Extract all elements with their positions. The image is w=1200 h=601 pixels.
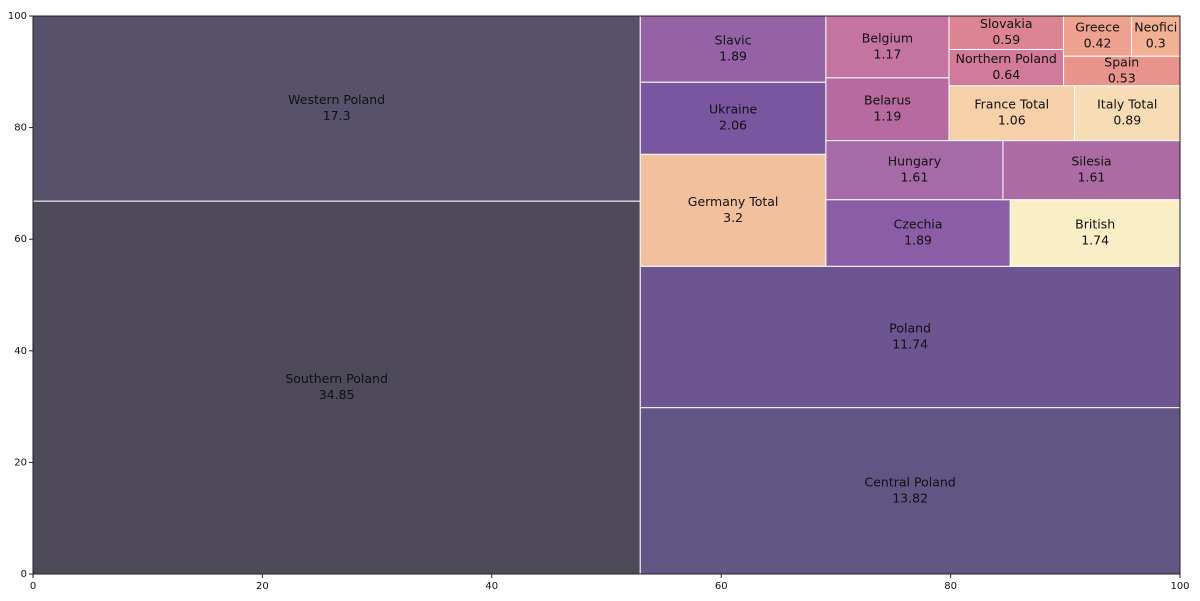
tile xyxy=(825,77,950,142)
tile xyxy=(639,265,1181,409)
x-tick-label: 40 xyxy=(485,581,498,592)
tile-label: Belgium xyxy=(862,30,913,45)
tile-value: 1.89 xyxy=(719,49,747,64)
tile xyxy=(1063,15,1132,57)
tile xyxy=(948,15,1065,50)
tile-value: 1.74 xyxy=(1081,232,1109,247)
tile-value: 2.06 xyxy=(719,118,747,133)
tile xyxy=(1063,55,1181,87)
tile xyxy=(825,140,1004,201)
tile xyxy=(1002,140,1181,201)
tile-label: Slovakia xyxy=(980,16,1032,31)
tile xyxy=(825,15,950,79)
tile-value: 0.89 xyxy=(1113,113,1141,128)
tile-label: Spain xyxy=(1104,54,1139,69)
tile-value: 1.89 xyxy=(904,232,932,247)
x-tick-label: 20 xyxy=(256,581,269,592)
tile-value: 17.3 xyxy=(323,108,351,123)
y-tick-label: 100 xyxy=(8,11,27,22)
tile-value: 0.59 xyxy=(992,32,1020,47)
tile xyxy=(639,407,1181,575)
tile-label: Czechia xyxy=(894,216,943,231)
tile-value: 1.17 xyxy=(874,46,902,61)
tile-value: 1.61 xyxy=(900,170,928,185)
tile-value: 11.74 xyxy=(892,336,928,351)
y-tick-label: 40 xyxy=(14,346,27,357)
x-tick-label: 0 xyxy=(30,581,36,592)
tile-value: 0.42 xyxy=(1084,36,1112,51)
y-tick-label: 80 xyxy=(14,123,27,134)
tile-label: Southern Poland xyxy=(285,371,388,386)
tile-label: Greece xyxy=(1075,20,1120,35)
tile-value: 0.64 xyxy=(992,67,1020,82)
tile xyxy=(948,48,1065,87)
tile-label: Germany Total xyxy=(688,194,779,209)
tile-label: France Total xyxy=(974,97,1049,112)
tile-label: Northern Poland xyxy=(956,51,1057,66)
x-tick-label: 100 xyxy=(1170,581,1189,592)
tile xyxy=(32,200,641,575)
tile-label: Western Poland xyxy=(288,92,385,107)
tile-value: 3.2 xyxy=(723,210,743,225)
tile-value: 13.82 xyxy=(892,490,928,505)
tile xyxy=(1009,199,1181,267)
tile xyxy=(825,199,1011,267)
tile xyxy=(948,85,1076,142)
tile-label: Silesia xyxy=(1071,154,1111,169)
y-tick-label: 20 xyxy=(14,457,27,468)
tile-label: Neofici xyxy=(1134,20,1177,35)
tile-label: Slavic xyxy=(715,33,752,48)
tile xyxy=(639,81,827,155)
tile-value: 0.53 xyxy=(1108,70,1136,85)
tile-label: Central Poland xyxy=(865,474,956,489)
tile-value: 1.06 xyxy=(998,113,1026,128)
tile-label: Belarus xyxy=(864,93,911,108)
x-tick-label: 60 xyxy=(715,581,728,592)
tile-value: 1.19 xyxy=(874,109,902,124)
tile-label: Poland xyxy=(889,320,931,335)
tile-value: 0.3 xyxy=(1146,36,1166,51)
tile-value: 1.61 xyxy=(1078,170,1106,185)
tile-value: 34.85 xyxy=(319,387,355,402)
tile-label: Hungary xyxy=(888,154,942,169)
plot-frame xyxy=(32,15,1181,575)
tile xyxy=(1074,85,1181,142)
y-tick-label: 0 xyxy=(21,569,27,580)
y-tick-label: 60 xyxy=(14,234,27,245)
tile-label: Ukraine xyxy=(709,102,758,117)
tile xyxy=(639,153,827,267)
tile-label: British xyxy=(1075,216,1115,231)
tile xyxy=(639,15,827,83)
x-tick-label: 80 xyxy=(944,581,957,592)
tile-label: Italy Total xyxy=(1097,97,1157,112)
